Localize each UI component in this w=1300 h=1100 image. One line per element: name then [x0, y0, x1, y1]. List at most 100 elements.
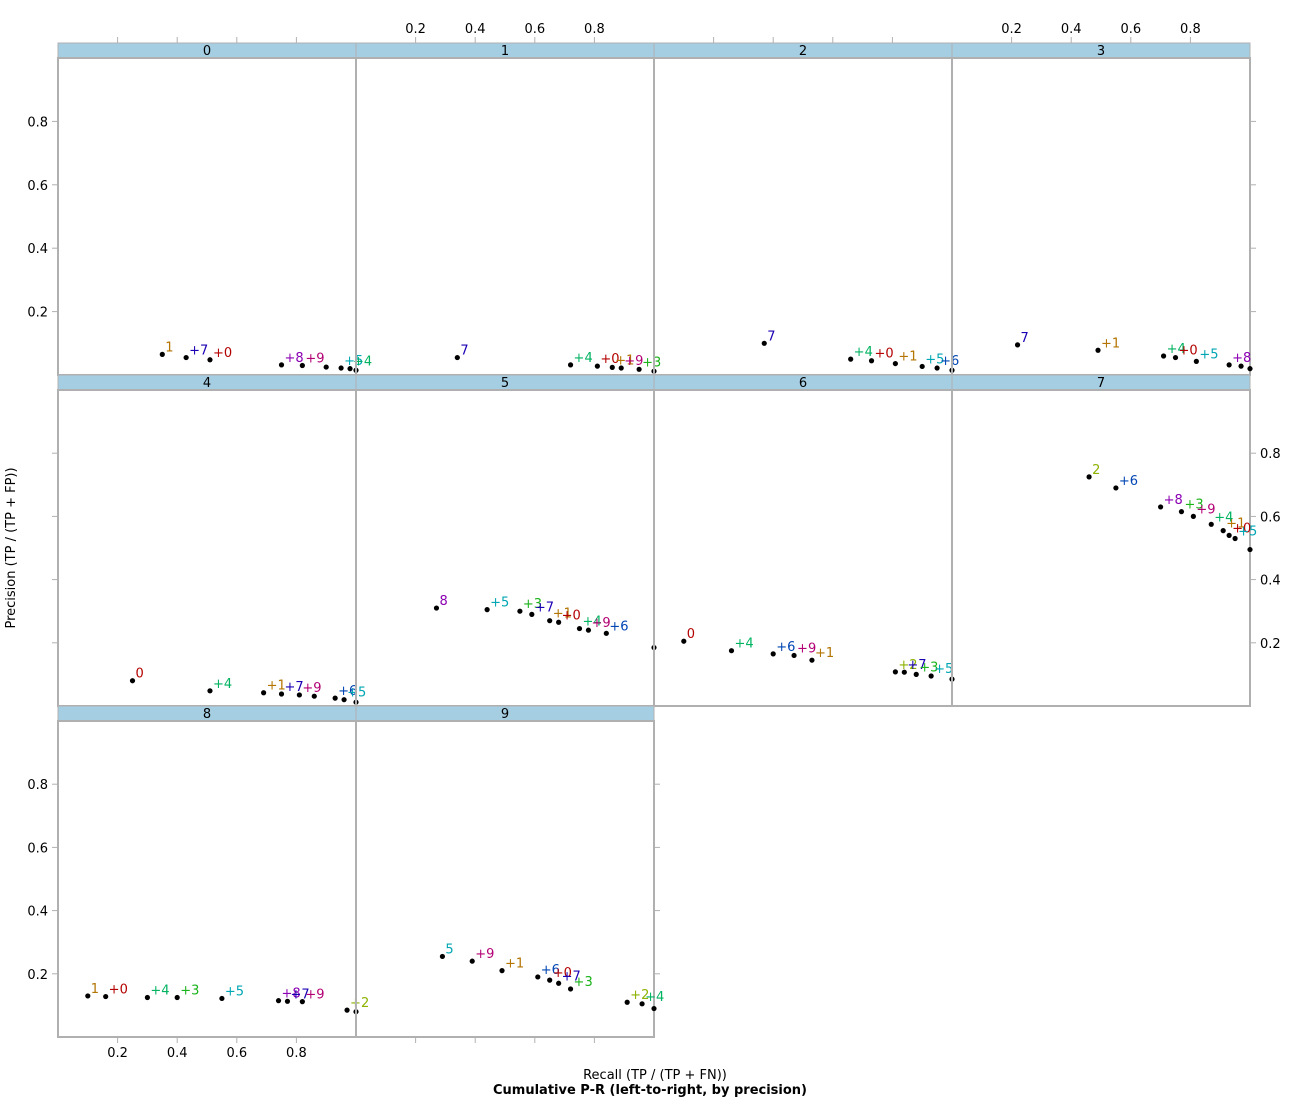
- x-tick-label: 0.4: [167, 1046, 188, 1061]
- panel-4: 40+4 +1+7+9 +6+5: [57, 374, 366, 707]
- data-point: [159, 351, 165, 357]
- point-label: +9: [305, 351, 324, 366]
- panel-border: [57, 57, 357, 376]
- point-label: +7: [290, 987, 309, 1002]
- point-label: 7: [767, 329, 775, 344]
- data-point: [433, 605, 440, 611]
- panel-5: 5 8 +5 +3+7+1+0 +4+9+6: [355, 374, 657, 707]
- data-point: [1247, 546, 1253, 553]
- panel-strip-label: 1: [501, 44, 509, 59]
- x-tick-label: 0.8: [286, 1046, 307, 1061]
- point-label: +9: [305, 988, 324, 1003]
- data-point: [728, 648, 735, 654]
- point-label: +0: [1179, 344, 1198, 359]
- data-point: [636, 366, 642, 372]
- data-point: [439, 953, 446, 960]
- panel-0: 0 1 +7 +0 +8 +9 +5+4: [57, 42, 372, 376]
- panel-2: 2 7 +4 +0 +1 +5+6: [653, 42, 959, 376]
- data-point: [892, 669, 898, 675]
- y-tick-label: 0.2: [1260, 637, 1281, 652]
- point-label: +5: [225, 984, 244, 999]
- data-point: [556, 619, 562, 625]
- x-tick-label: 0.6: [1120, 22, 1141, 37]
- data-point: [585, 627, 592, 633]
- data-point: [567, 986, 574, 992]
- point-label: +5: [934, 662, 953, 677]
- data-point: [868, 358, 875, 364]
- point-label: +5: [344, 354, 363, 369]
- y-tick-label: 0.8: [27, 115, 48, 130]
- x-tick-label: 0.4: [465, 22, 486, 37]
- data-point: [344, 1007, 350, 1013]
- data-point: [603, 630, 609, 636]
- point-label: +2: [630, 988, 649, 1003]
- x-tick-label: 0.8: [1180, 22, 1201, 37]
- data-point: [1086, 474, 1092, 480]
- point-label: +1: [898, 350, 917, 365]
- point-label: +3: [1184, 498, 1203, 513]
- data-point: [761, 340, 767, 346]
- point-label: +5: [490, 596, 509, 611]
- panel-strip-label: 8: [203, 707, 211, 722]
- panel-border: [951, 389, 1251, 707]
- data-point: [1226, 532, 1232, 538]
- panel-strip-label: 9: [501, 707, 509, 722]
- point-label: +0: [600, 352, 619, 367]
- point-label: +5: [925, 352, 944, 367]
- data-point: [556, 980, 562, 986]
- data-point: [341, 697, 347, 703]
- data-point: [323, 364, 329, 370]
- data-point: [1014, 342, 1021, 348]
- point-label: 0: [136, 667, 144, 682]
- x-tick-label: 0.4: [1061, 22, 1082, 37]
- point-label: +0: [553, 966, 572, 981]
- point-label: +8: [1232, 351, 1251, 366]
- point-label: +1: [505, 957, 524, 972]
- x-tick-label: 0.6: [226, 1046, 247, 1061]
- data-point: [576, 625, 583, 632]
- point-label: +0: [875, 347, 894, 362]
- data-point: [1172, 354, 1179, 361]
- point-label: +7: [189, 344, 208, 359]
- data-point: [174, 994, 180, 1001]
- data-point: [347, 366, 353, 372]
- data-point: [848, 356, 854, 362]
- panel-border: [653, 57, 953, 376]
- data-point: [529, 611, 535, 617]
- point-label: +8: [1164, 493, 1183, 508]
- panel-border: [355, 389, 655, 707]
- data-point: [454, 354, 460, 361]
- panel-strip-label: 5: [501, 376, 509, 391]
- point-label: +4: [213, 677, 232, 692]
- point-label: +9: [797, 641, 816, 656]
- x-tick-label: 0.6: [524, 22, 545, 37]
- data-point: [651, 1005, 657, 1012]
- point-label: +6: [609, 619, 628, 634]
- data-point: [469, 958, 475, 964]
- point-label: 0: [687, 627, 695, 642]
- point-label: +7: [907, 658, 926, 673]
- data-point: [85, 993, 91, 999]
- point-label: +6: [940, 354, 959, 369]
- data-point: [332, 695, 338, 701]
- data-point: [934, 365, 940, 371]
- x-axis-label: Recall (TP / (TP + FN)): [583, 1068, 727, 1083]
- point-label: 7: [1021, 331, 1029, 346]
- point-label: +8: [282, 987, 301, 1002]
- data-point: [275, 998, 282, 1004]
- panel-strip-label: 2: [799, 44, 807, 59]
- panel-7: 7 2 +6 +8 +3+9+4+1+0+5: [951, 374, 1257, 707]
- point-label: +2: [350, 996, 369, 1011]
- point-label: +7: [562, 969, 581, 984]
- point-label: 5: [445, 942, 453, 957]
- data-point: [103, 993, 109, 1000]
- data-point: [535, 974, 541, 980]
- point-label: +4: [150, 984, 169, 999]
- point-label: +9: [302, 681, 321, 696]
- y-axis-label: Precision (TP / (TP + FP)): [4, 467, 19, 628]
- data-point: [296, 692, 302, 698]
- data-point: [338, 365, 344, 371]
- point-label: +3: [523, 597, 542, 612]
- data-point: [484, 607, 490, 613]
